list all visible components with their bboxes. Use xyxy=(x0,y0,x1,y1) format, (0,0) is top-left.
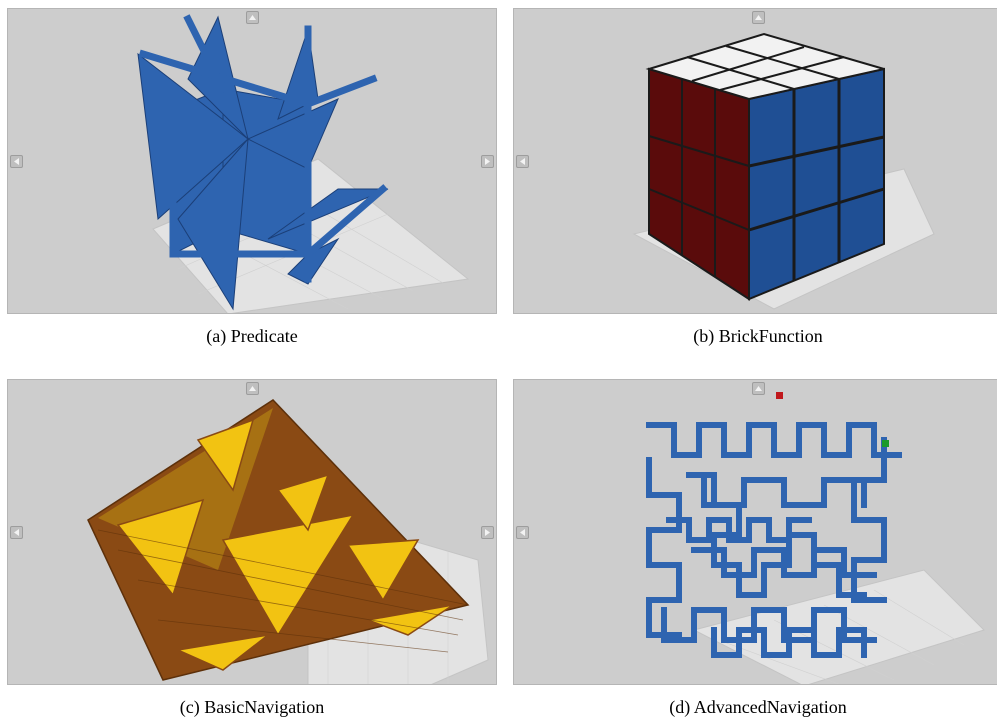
nav-right-button[interactable] xyxy=(481,155,494,168)
cube-icon xyxy=(632,32,935,310)
viewport-basicnavigation[interactable] xyxy=(7,379,497,685)
star-lattice-icon xyxy=(137,14,470,313)
caption-predicate: (a) Predicate xyxy=(206,326,298,346)
arrow-right-icon xyxy=(485,158,490,165)
arrow-up-icon xyxy=(755,15,762,20)
nav-left-button[interactable] xyxy=(10,155,23,168)
arrow-left-icon xyxy=(520,158,525,165)
nav-right-button[interactable] xyxy=(481,526,494,539)
nav-left-button[interactable] xyxy=(516,526,529,539)
arrow-left-icon xyxy=(520,529,525,536)
viewport-brickfunction[interactable] xyxy=(513,8,997,314)
caption-advancednavigation: (d) AdvancedNavigation xyxy=(669,697,847,717)
nav-left-button[interactable] xyxy=(10,526,23,539)
viewport-advancednavigation[interactable] xyxy=(513,379,997,685)
caption-basicnavigation: (c) BasicNavigation xyxy=(179,697,325,717)
sierpinski-pyramid-icon xyxy=(87,399,489,684)
nav-up-button[interactable] xyxy=(752,11,765,24)
arrow-left-icon xyxy=(14,158,19,165)
nav-left-button[interactable] xyxy=(516,155,529,168)
arrow-up-icon xyxy=(249,386,256,391)
arrow-left-icon xyxy=(14,529,19,536)
nav-up-button[interactable] xyxy=(246,11,259,24)
arrow-up-icon xyxy=(249,15,256,20)
arrow-right-icon xyxy=(485,529,490,536)
hilbert-curve-icon xyxy=(646,392,985,684)
nav-up-button[interactable] xyxy=(246,382,259,395)
caption-brickfunction: (b) BrickFunction xyxy=(693,326,823,346)
viewport-predicate[interactable] xyxy=(7,8,497,314)
nav-up-button[interactable] xyxy=(752,382,765,395)
arrow-up-icon xyxy=(755,386,762,391)
